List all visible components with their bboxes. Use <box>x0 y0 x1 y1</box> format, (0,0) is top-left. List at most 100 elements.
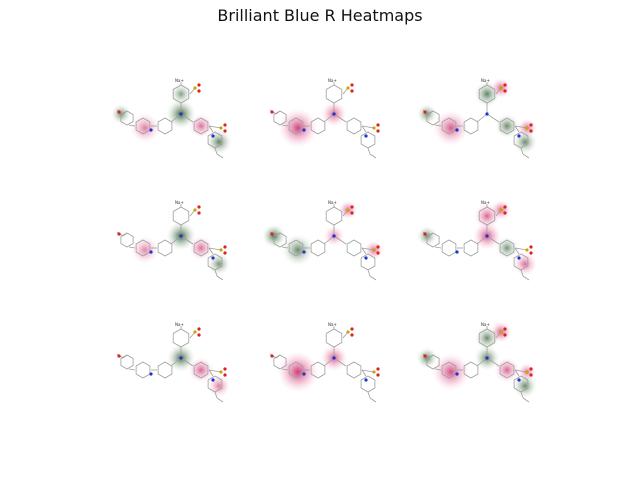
bond-line <box>128 246 136 249</box>
bond-line <box>216 275 224 281</box>
atom-dot <box>525 370 529 374</box>
bond-line <box>520 391 524 399</box>
atom-dot <box>270 232 274 236</box>
heat-spot-negative <box>282 234 314 266</box>
atom-dot <box>517 134 521 138</box>
bond-line <box>486 235 500 245</box>
bond-line <box>180 357 194 367</box>
bond-line <box>361 369 375 373</box>
heatmap-panel: Na+ <box>111 78 232 159</box>
atom-dot <box>423 232 427 236</box>
atom-dot <box>270 354 274 358</box>
atom-dot <box>302 372 306 376</box>
bond-line <box>367 391 371 399</box>
atom-dot <box>376 245 380 249</box>
atom-dot <box>223 245 227 249</box>
atom-dot <box>332 112 336 116</box>
atom-dot <box>503 205 507 209</box>
benzene-ring <box>120 110 134 126</box>
benzene-ring <box>310 239 326 257</box>
benzene-ring <box>157 117 173 135</box>
bond-line <box>323 113 335 123</box>
heat-spot-positive <box>188 357 214 383</box>
bond-line <box>520 269 524 277</box>
atom-dot <box>117 354 121 358</box>
bond-line <box>281 124 289 127</box>
bond-line <box>514 369 528 373</box>
atom-dot <box>197 211 201 215</box>
atom-dot <box>525 126 529 130</box>
benzene-ring <box>135 239 151 257</box>
benzene-ring <box>172 206 190 226</box>
bond-line <box>369 397 377 403</box>
heat-spot-positive <box>432 353 470 391</box>
atom-dot <box>376 129 380 133</box>
atom-dot <box>455 250 459 254</box>
benzene-ring <box>120 354 134 370</box>
atom-dot <box>302 128 306 132</box>
benzene-ring <box>325 84 343 104</box>
bond-line <box>522 275 530 281</box>
atom-dot <box>529 129 533 133</box>
heatmap-panel: Na+ <box>116 200 231 281</box>
atom-dot <box>503 327 507 331</box>
counter-ion-label: Na+ <box>481 78 490 83</box>
counter-ion-label: Na+ <box>175 322 184 327</box>
heat-spot-positive <box>278 108 318 148</box>
atom-dot <box>223 373 227 377</box>
atom-dot <box>376 367 380 371</box>
atom-dot <box>193 86 197 90</box>
bond-line <box>214 391 218 399</box>
atom-dot <box>372 370 376 374</box>
benzene-ring <box>207 375 223 393</box>
benzene-ring <box>463 117 479 135</box>
bond-line <box>361 369 367 377</box>
bond-line <box>476 113 488 123</box>
atom-dot <box>346 330 350 334</box>
atom-dot <box>197 327 201 331</box>
atom-dot <box>364 378 368 382</box>
benzene-ring <box>207 131 223 149</box>
bond-line <box>170 357 182 367</box>
atom-dot <box>302 250 306 254</box>
bond-line <box>208 125 214 133</box>
bond-line <box>361 247 375 251</box>
benzene-ring <box>478 328 496 348</box>
atom-dot <box>223 367 227 371</box>
atom-dot <box>376 251 380 255</box>
bond-line <box>216 397 224 403</box>
bond-line <box>208 369 214 377</box>
atom-dot <box>332 234 336 238</box>
benzene-ring <box>310 117 326 135</box>
atom-dot <box>346 208 350 212</box>
atom-dot <box>517 256 521 260</box>
atom-dot <box>372 126 376 130</box>
atom-dot <box>529 245 533 249</box>
benzene-ring <box>172 84 190 104</box>
bond-line <box>367 147 371 155</box>
benzene-ring <box>513 253 529 271</box>
benzene-ring <box>193 117 209 135</box>
heat-spot-positive <box>189 236 213 260</box>
benzene-ring <box>426 354 440 370</box>
bond-line <box>361 247 367 255</box>
benzene-ring <box>478 206 496 226</box>
heat-spot-negative <box>206 129 232 155</box>
heat-spot-negative <box>495 236 519 260</box>
atom-dot <box>179 356 183 360</box>
atom-dot <box>503 83 507 87</box>
bond-line <box>216 153 224 159</box>
heat-spot-positive <box>129 112 161 144</box>
atom-dot <box>350 327 354 331</box>
bond-line <box>486 357 500 367</box>
bond-line <box>514 125 520 133</box>
counter-ion-label: Na+ <box>175 200 184 205</box>
bond-line <box>333 235 347 245</box>
heat-spot-negative <box>513 130 537 154</box>
atom-dot <box>350 205 354 209</box>
heatmap-panel: Na+ <box>269 322 380 403</box>
atom-dot <box>499 330 503 334</box>
atom-dot <box>350 89 354 93</box>
atom-dot <box>117 232 121 236</box>
